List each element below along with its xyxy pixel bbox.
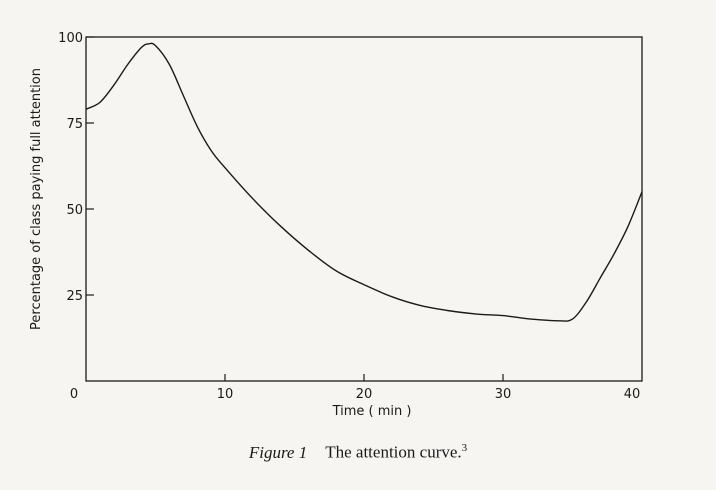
attention-curve-line <box>85 42 643 322</box>
y-tick-label-75: 75 <box>66 117 83 132</box>
x-tick-label-10: 10 <box>217 387 234 402</box>
y-tick-label-25: 25 <box>66 289 83 304</box>
x-tick-label-20: 20 <box>356 387 373 402</box>
figure-caption-text: The attention curve. <box>325 442 462 462</box>
figure-reference: 3 <box>461 442 468 454</box>
y-axis-ticks: 25 50 75 100 <box>58 31 94 304</box>
plot-frame <box>85 36 643 382</box>
y-tick-label-100: 100 <box>58 31 83 46</box>
x-tick-label-30: 30 <box>495 387 512 402</box>
figure-caption: Figure 1 The attention curve.3 <box>0 442 716 463</box>
figure-label: Figure 1 <box>248 442 308 462</box>
y-tick-label-50: 50 <box>66 203 83 218</box>
x-axis-label: Time ( min ) <box>332 404 412 419</box>
x-tick-label-0: 0 <box>70 387 78 402</box>
x-axis-ticks: 0 10 20 30 40 <box>70 374 640 402</box>
attention-chart: 25 50 75 100 0 10 20 30 40 Time ( min ) Percent… <box>29 31 643 419</box>
y-axis-label: Percentage of class paying full attentio… <box>29 68 44 330</box>
x-tick-label-40: 40 <box>624 387 641 402</box>
